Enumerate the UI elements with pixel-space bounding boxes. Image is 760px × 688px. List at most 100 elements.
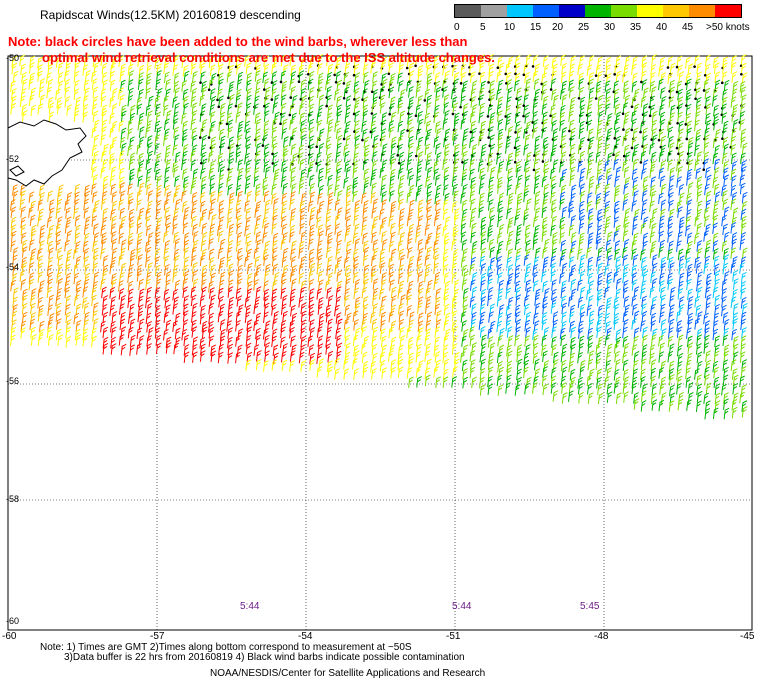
wind-barb: [497, 128, 504, 141]
wind-barb: [532, 382, 538, 394]
wind-barb: [497, 110, 503, 122]
wind-barb: [525, 279, 531, 292]
wind-barb: [434, 174, 441, 186]
wind-barb: [138, 278, 144, 291]
wind-barb: [19, 95, 26, 108]
wind-barb: [552, 159, 559, 171]
wind-barb: [201, 326, 208, 339]
wind-barb: [352, 358, 358, 370]
wind-barb: [83, 87, 90, 100]
wind-barb: [686, 127, 693, 140]
wind-barb: [534, 135, 541, 148]
wind-barb: [353, 287, 360, 299]
wind-barb: [507, 152, 514, 165]
wind-barb: [199, 295, 206, 307]
wind-barb: [650, 64, 657, 76]
wind-barb: [101, 110, 108, 122]
wind-barb: [714, 158, 720, 171]
wind-barb: [109, 304, 116, 316]
wind-barb: [552, 390, 559, 402]
legend-label: 45: [682, 22, 694, 33]
wind-barb: [408, 126, 414, 139]
wind-barb: [181, 158, 187, 171]
wind-barb: [489, 134, 496, 146]
wind-barb: [696, 208, 703, 221]
wind-barb: [425, 343, 432, 355]
wind-barb: [443, 110, 450, 122]
wind-barb: [174, 238, 181, 250]
wind-barb: [497, 384, 504, 396]
wind-barb: [83, 207, 90, 219]
wind-barb: [91, 78, 98, 90]
quality-flag-dot: [216, 98, 219, 102]
wind-barb: [426, 72, 433, 84]
quality-flag-dot: [271, 162, 275, 165]
wind-barb: [173, 80, 180, 93]
wind-barb: [336, 56, 342, 68]
wind-barb: [534, 302, 541, 315]
wind-barb: [282, 64, 289, 76]
wind-barb: [172, 161, 178, 173]
wind-barb: [622, 199, 629, 211]
wind-barb: [316, 152, 322, 164]
wind-barb: [235, 207, 242, 220]
wind-barb: [424, 112, 430, 125]
wind-barb: [30, 334, 37, 346]
wind-barb: [660, 135, 667, 148]
wind-barb: [487, 383, 494, 395]
wind-barb: [172, 271, 178, 283]
wind-barb: [363, 144, 370, 157]
wind-barb: [190, 63, 197, 75]
quality-flag-dot: [342, 96, 346, 100]
wind-barb: [714, 128, 721, 141]
wind-barb: [658, 351, 665, 363]
lon-label: -60: [2, 631, 17, 642]
wind-barb: [191, 110, 198, 122]
wind-barb: [20, 327, 27, 339]
wind-barb: [433, 160, 440, 172]
quality-flag-dot: [288, 113, 292, 117]
footer-note-2: 3)Data buffer is 22 hrs from 20160819 4)…: [64, 652, 465, 663]
wind-barb: [128, 198, 134, 210]
wind-barb: [469, 168, 475, 181]
wind-barb: [488, 54, 494, 66]
wind-barb: [344, 160, 351, 172]
quality-flag-dot: [577, 96, 581, 100]
wind-barb: [640, 70, 647, 83]
wind-barb: [705, 103, 712, 115]
wind-barb: [164, 151, 171, 164]
wind-barb: [353, 81, 360, 93]
wind-barb: [542, 55, 549, 67]
wind-barb: [191, 102, 198, 114]
wind-barb: [514, 150, 521, 163]
wind-barb: [183, 182, 189, 195]
wind-barb: [82, 111, 89, 123]
wind-barb: [282, 232, 288, 244]
legend-label: 15: [530, 22, 542, 33]
quality-flag-dot: [522, 73, 526, 77]
wind-barb: [587, 142, 594, 155]
wind-barb: [237, 167, 244, 180]
wind-barb: [568, 119, 575, 132]
wind-barb: [371, 102, 378, 114]
wind-barb: [631, 344, 638, 356]
wind-barb: [371, 182, 377, 195]
wind-barb: [559, 119, 565, 132]
wind-barb: [181, 190, 187, 202]
wind-barb: [73, 294, 80, 307]
wind-barb: [694, 144, 700, 157]
wind-barb: [415, 224, 422, 237]
wind-barb: [658, 128, 665, 141]
wind-barb: [677, 166, 683, 178]
wind-barb: [218, 95, 224, 107]
quality-flag-dot: [225, 122, 229, 126]
wind-barb: [344, 111, 351, 124]
wind-barb: [506, 96, 512, 108]
wind-barb: [451, 262, 458, 275]
wind-barb: [21, 246, 28, 258]
wind-barb: [82, 286, 89, 298]
wind-barb: [479, 174, 486, 186]
wind-barb: [444, 70, 450, 83]
wind-barb: [532, 54, 539, 67]
wind-barb: [740, 287, 747, 300]
